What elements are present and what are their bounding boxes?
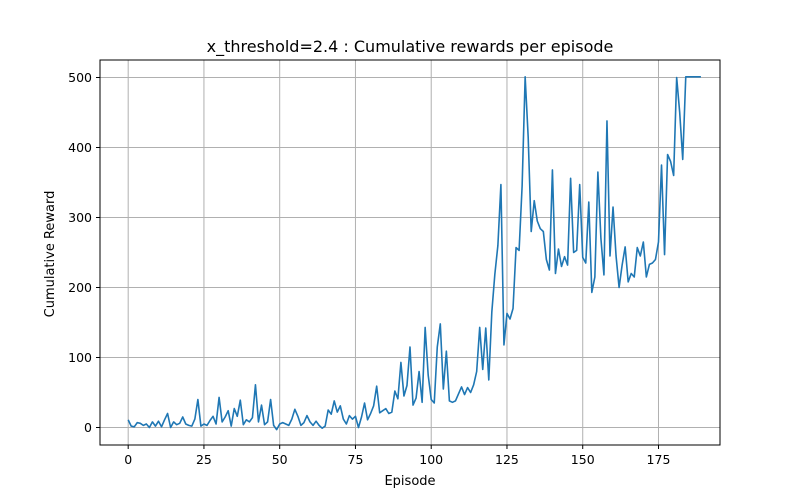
plot-frame [99,59,721,446]
y-axis-label: Cumulative Reward [43,191,58,318]
data-series [127,76,701,431]
axis-ticks: 0 25 50 75 100 125 150 175 0 100 200 300 400 500 [68,70,670,467]
y-tick-label: 0 [84,420,92,435]
x-tick-label: 50 [272,452,288,467]
y-tick-label: 200 [68,280,92,295]
y-tick-label: 500 [68,70,92,85]
x-axis-label: Episode [384,474,435,489]
x-tick-label: 25 [196,452,212,467]
x-tick-label: 150 [571,452,595,467]
x-tick-label: 125 [495,452,519,467]
x-tick-label: 100 [419,452,443,467]
y-tick-label: 300 [68,210,92,225]
x-tick-label: 0 [124,452,132,467]
chart-title: x_threshold=2.4 : Cumulative rewards per… [207,37,614,57]
y-tick-label: 100 [68,350,92,365]
x-tick-label: 175 [647,452,671,467]
y-tick-label: 400 [68,140,92,155]
grid [100,60,720,445]
x-tick-label: 75 [348,452,364,467]
series-line [127,76,701,431]
